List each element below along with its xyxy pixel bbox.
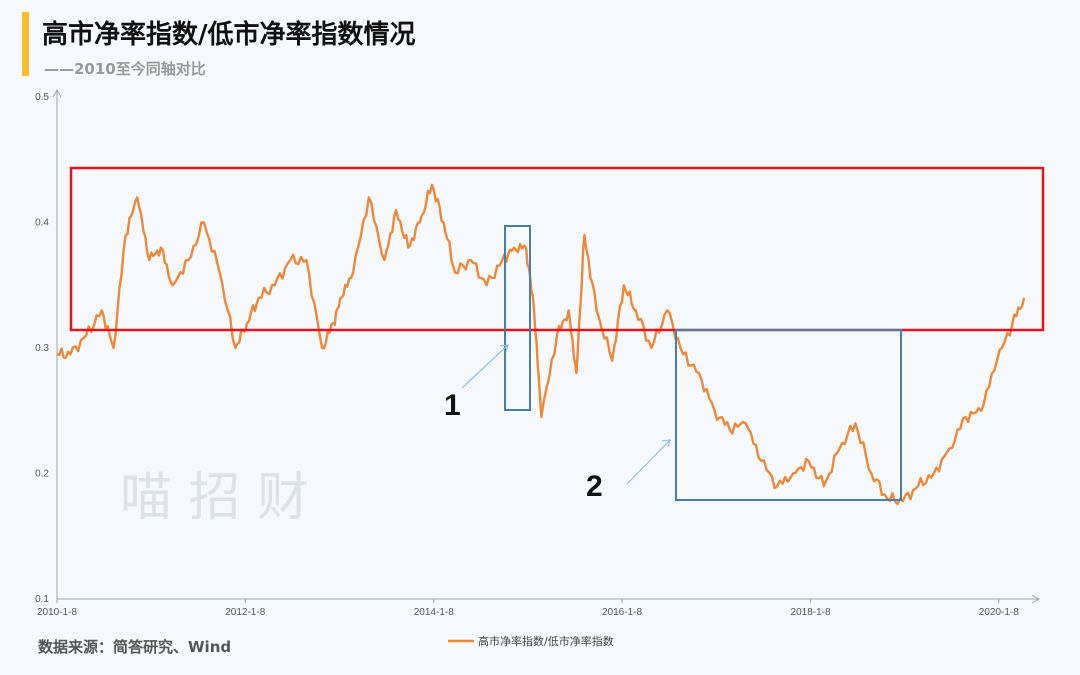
annotation-arrowhead-1 <box>499 344 509 353</box>
annotation-arrow-1 <box>461 344 509 389</box>
legend-label: 高市净率指数/低市净率指数 <box>478 634 614 648</box>
y-tick-label: 0.2 <box>35 469 49 480</box>
y-tick-label: 0.5 <box>35 92 49 103</box>
x-tick-label: 2020-1-8 <box>979 607 1019 618</box>
annotation-label-1: 1 <box>444 389 461 422</box>
chart-subtitle: ——2010至今同轴对比 <box>44 60 206 78</box>
x-tick-label: 2012-1-8 <box>225 607 265 618</box>
x-tick-label: 2010-1-8 <box>37 607 77 618</box>
y-tick-label: 0.1 <box>35 594 49 605</box>
annotation-arrow-2 <box>626 439 671 485</box>
data-source: 数据来源：简答研究、Wind <box>38 638 232 656</box>
annotation-label-2: 2 <box>586 470 603 503</box>
highlight-box-2 <box>675 329 902 501</box>
x-axis-arrow <box>1031 594 1041 604</box>
x-tick-label: 2014-1-8 <box>414 607 454 618</box>
chart-title: 高市净率指数/低市净率指数情况 <box>42 20 416 50</box>
x-tick-label: 2018-1-8 <box>791 607 831 618</box>
series-line <box>56 183 1026 506</box>
y-tick-label: 0.4 <box>35 218 49 229</box>
y-tick-label: 0.3 <box>35 343 49 354</box>
y-axis-arrow <box>52 88 62 98</box>
highlight-box-red <box>69 166 1045 332</box>
annotation-arrowhead-2 <box>661 439 671 448</box>
title-accent-bar <box>22 12 29 76</box>
watermark: 喵 招 财 <box>120 468 309 528</box>
highlight-box-1 <box>504 225 531 411</box>
x-tick-label: 2016-1-8 <box>602 607 642 618</box>
